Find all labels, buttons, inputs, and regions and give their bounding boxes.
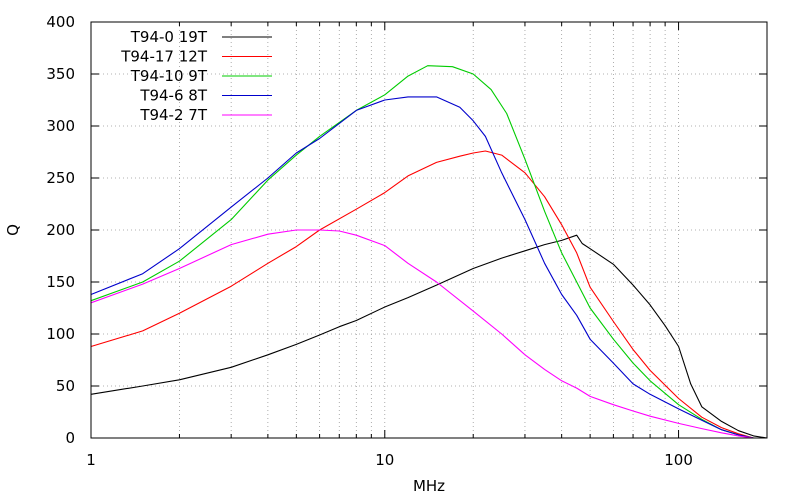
series-line [90, 229, 754, 439]
y-tick-label: 50 [56, 377, 75, 395]
y-tick-label: 250 [46, 169, 75, 187]
legend-label: T94-6 8T [139, 87, 208, 105]
x-tick-label: 1 [86, 451, 96, 469]
series-line [90, 150, 754, 439]
y-tick-label: 100 [46, 325, 75, 343]
legend-label: T94-2 7T [139, 106, 208, 124]
axis-ticks: 1 10 100 0 50 100 150 200 250 300 350 400 [46, 13, 768, 469]
y-tick-label: 400 [46, 13, 75, 31]
series-line [90, 65, 754, 439]
legend-label: T94-0 19T [130, 28, 208, 46]
legend-label: T94-17 12T [120, 48, 208, 66]
legend-label: T94-10 9T [130, 67, 208, 85]
y-axis-title: Q [4, 224, 22, 236]
x-tick-label: 100 [664, 451, 693, 469]
series-line [90, 234, 768, 439]
series-lines [90, 65, 768, 439]
y-tick-label: 350 [46, 65, 75, 83]
x-axis-title: MHz [413, 477, 445, 495]
series-line [90, 96, 754, 439]
y-tick-label: 0 [65, 429, 75, 447]
y-tick-label: 200 [46, 221, 75, 239]
x-tick-label: 10 [375, 451, 394, 469]
y-tick-label: 300 [46, 117, 75, 135]
y-tick-label: 150 [46, 273, 75, 291]
